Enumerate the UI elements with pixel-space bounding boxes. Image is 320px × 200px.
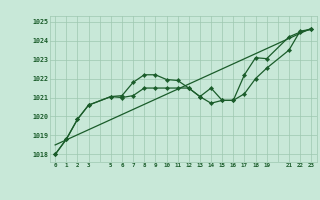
Text: Graphe pression niveau de la mer (hPa): Graphe pression niveau de la mer (hPa): [95, 183, 271, 192]
